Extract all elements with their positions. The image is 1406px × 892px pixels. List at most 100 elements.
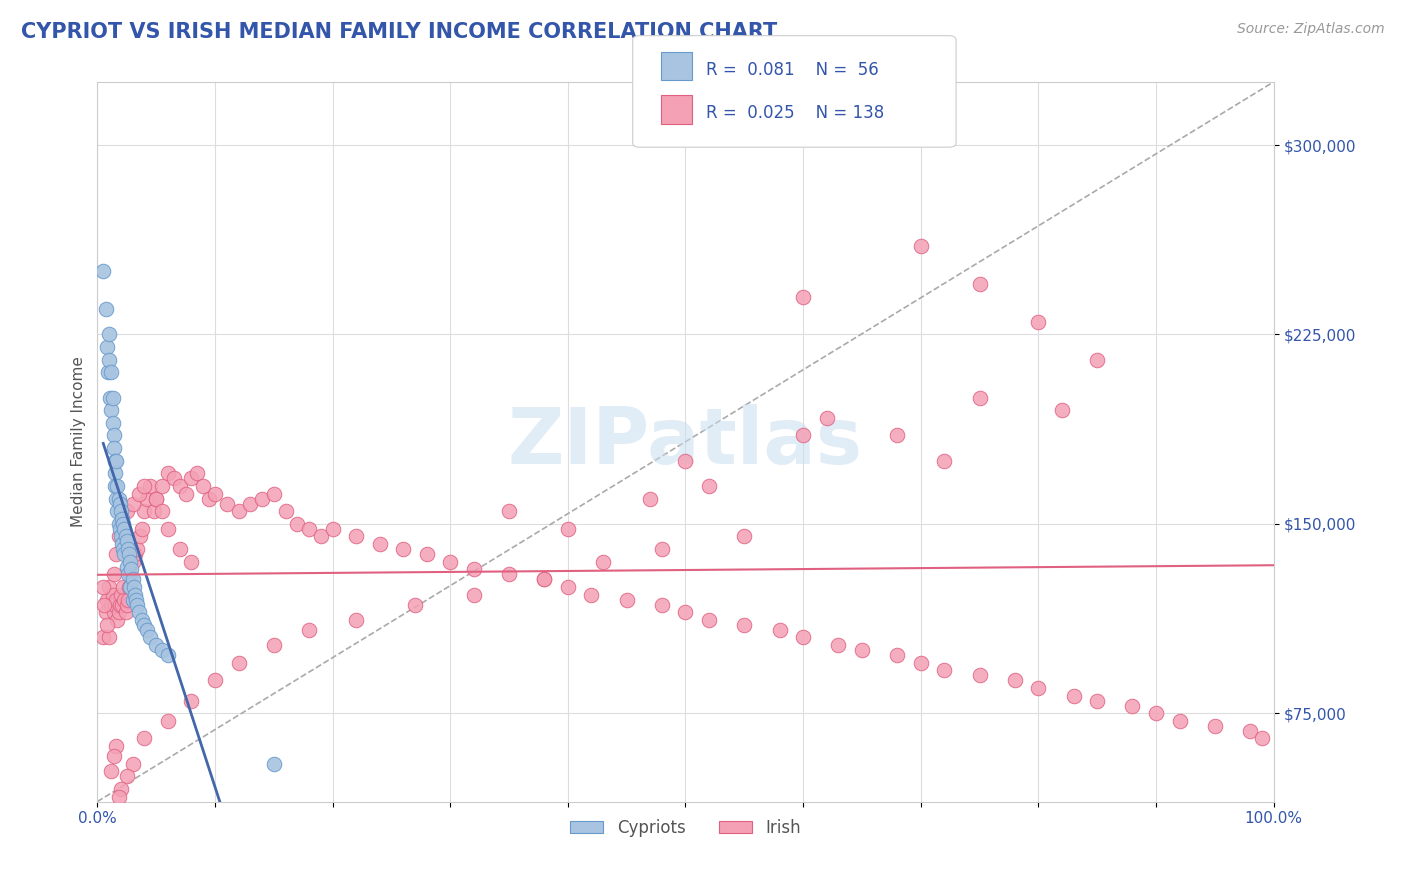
Point [103, 428, 125, 442]
Point [215, 497, 238, 511]
Point [91, 264, 114, 278]
Point [697, 479, 720, 493]
Point [115, 598, 138, 612]
Point [121, 555, 143, 569]
Point [125, 592, 148, 607]
Point [145, 638, 167, 652]
Point [118, 547, 141, 561]
Point [768, 623, 790, 637]
Point [139, 631, 162, 645]
Point [115, 534, 138, 549]
Point [124, 547, 146, 561]
Point [108, 598, 131, 612]
Point [616, 592, 638, 607]
Point [198, 491, 221, 506]
Point [120, 555, 142, 569]
Point [463, 562, 485, 576]
Point [174, 486, 197, 500]
Point [180, 471, 202, 485]
Point [675, 453, 697, 467]
Point [104, 467, 127, 481]
Point [1204, 719, 1226, 733]
Point [285, 516, 308, 531]
Point [392, 542, 415, 557]
Point [91, 631, 114, 645]
Point [274, 504, 297, 518]
Point [1121, 698, 1143, 713]
Point [1144, 706, 1167, 721]
Point [557, 522, 579, 536]
Point [1085, 352, 1108, 367]
Point [815, 410, 838, 425]
Point [108, 497, 131, 511]
Point [368, 537, 391, 551]
Point [263, 486, 285, 500]
Point [163, 471, 186, 485]
Point [239, 497, 262, 511]
Point [792, 631, 814, 645]
Point [115, 559, 138, 574]
Point [651, 542, 673, 557]
Point [117, 542, 139, 557]
Point [105, 592, 128, 607]
Point [1028, 681, 1050, 695]
Point [93, 598, 115, 612]
Point [105, 453, 128, 467]
Point [180, 693, 202, 707]
Point [91, 580, 114, 594]
Point [100, 403, 122, 417]
Point [969, 391, 991, 405]
Point [142, 504, 165, 518]
Point [263, 638, 285, 652]
Point [124, 587, 146, 601]
Point [112, 547, 135, 561]
Point [910, 656, 932, 670]
Point [134, 617, 156, 632]
Point [110, 781, 132, 796]
Point [145, 491, 167, 506]
Point [1168, 714, 1191, 728]
Point [1050, 403, 1073, 417]
Point [592, 555, 614, 569]
Point [122, 580, 145, 594]
Point [98, 327, 121, 342]
Point [104, 479, 127, 493]
Point [98, 631, 121, 645]
Point [120, 567, 142, 582]
Point [134, 731, 156, 746]
Point [131, 613, 153, 627]
Point [121, 562, 143, 576]
Point [105, 479, 128, 493]
Point [115, 769, 138, 783]
Y-axis label: Median Family Income: Median Family Income [72, 356, 86, 527]
Point [128, 486, 150, 500]
Point [103, 567, 125, 582]
Point [121, 592, 143, 607]
Point [204, 486, 226, 500]
Point [156, 522, 179, 536]
Point [105, 547, 128, 561]
Point [228, 656, 250, 670]
Point [309, 529, 332, 543]
Point [100, 764, 122, 779]
Point [103, 605, 125, 619]
Point [108, 522, 131, 536]
Point [112, 542, 135, 557]
Point [910, 239, 932, 253]
Point [169, 479, 191, 493]
Point [886, 648, 908, 662]
Point [1239, 723, 1261, 738]
Point [969, 668, 991, 682]
Point [98, 580, 121, 594]
Point [117, 567, 139, 582]
Point [1063, 689, 1085, 703]
Point [156, 648, 179, 662]
Point [150, 643, 173, 657]
Point [651, 598, 673, 612]
Point [94, 302, 117, 317]
Text: CYPRIOT VS IRISH MEDIAN FAMILY INCOME CORRELATION CHART: CYPRIOT VS IRISH MEDIAN FAMILY INCOME CO… [21, 22, 778, 42]
Point [107, 605, 129, 619]
Point [121, 497, 143, 511]
Point [115, 504, 138, 518]
Point [934, 663, 956, 677]
